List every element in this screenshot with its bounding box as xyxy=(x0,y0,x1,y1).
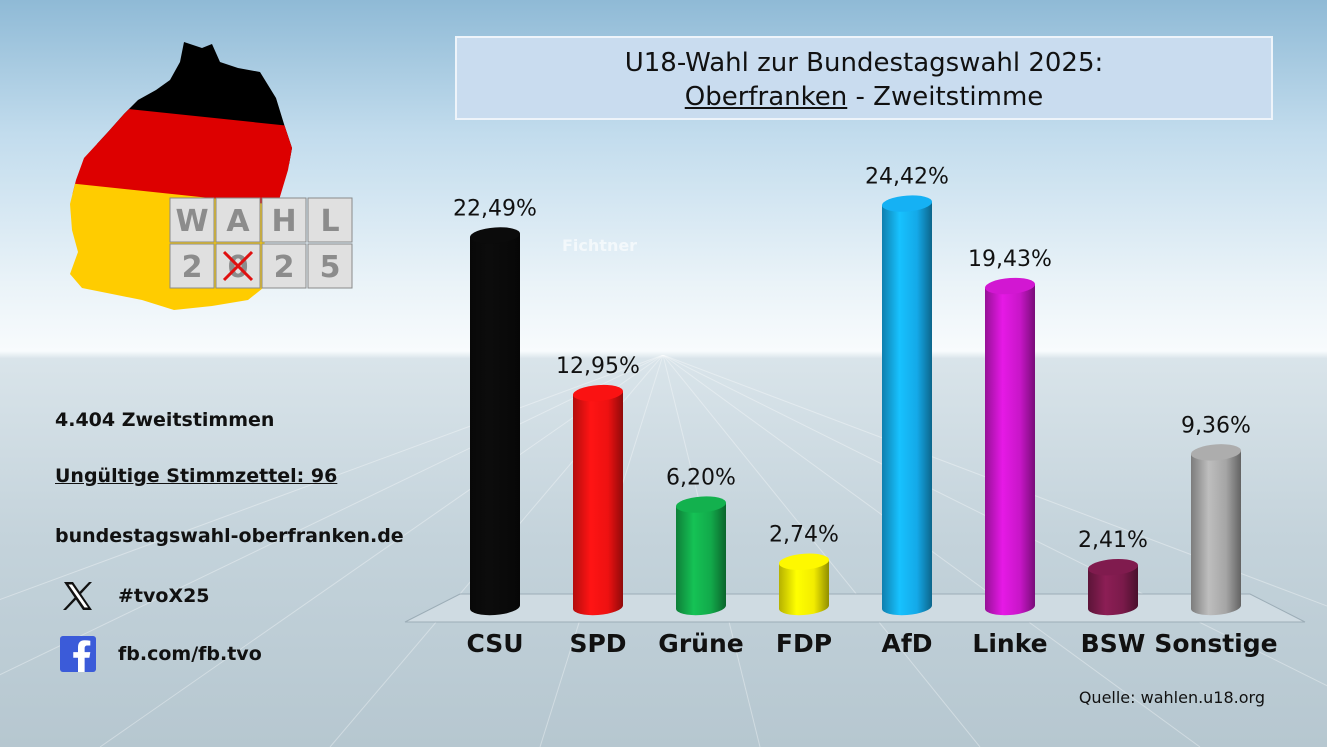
source-note: Quelle: wahlen.u18.org xyxy=(1078,688,1265,707)
logo-letter-l: L xyxy=(320,204,339,239)
category-label-csu: CSU xyxy=(466,629,523,658)
wahl-2025-logo: W A H L 2 0 2 5 xyxy=(70,42,353,310)
bar-sonstige xyxy=(1191,444,1241,616)
logo-digit-2a: 2 xyxy=(182,250,203,285)
value-label-bsw: 2,41% xyxy=(1078,528,1148,553)
value-label-linke: 19,43% xyxy=(968,247,1052,272)
value-label-spd: 12,95% xyxy=(556,354,640,379)
bar-csu xyxy=(470,227,520,616)
value-label-csu: 22,49% xyxy=(453,196,537,221)
bar-top-spd xyxy=(573,384,623,402)
x-handle-row[interactable]: #tvoX25 xyxy=(60,578,210,614)
logo-digit-2b: 2 xyxy=(274,250,295,285)
category-label-spd: SPD xyxy=(569,629,626,658)
chart-title-region: Oberfranken xyxy=(684,82,848,112)
x-icon xyxy=(60,578,96,614)
value-label-sonstige: 9,36% xyxy=(1181,413,1251,438)
total-votes: 4.404 Zweitstimmen xyxy=(55,409,275,431)
bar-linke xyxy=(985,277,1035,616)
floor-perspective-lines xyxy=(0,355,1327,747)
facebook-icon xyxy=(60,636,96,672)
invalid-ballots: Ungültige Stimmzettel: 96 xyxy=(55,465,338,487)
category-label-afd: AfD xyxy=(882,629,933,658)
bar-grüne xyxy=(676,496,726,616)
value-label-fdp: 2,74% xyxy=(769,523,839,548)
bar-top-afd xyxy=(882,195,932,212)
bar-afd xyxy=(882,195,932,616)
value-labels-group: 22,49% 12,95% 6,20% 2,74% 24,42% 19,43% 2,41% 9… xyxy=(453,165,1251,554)
category-label-linke: Linke xyxy=(972,629,1047,658)
website-link[interactable]: bundestagswahl-oberfranken.de xyxy=(55,525,404,547)
chart-title-line1: U18-Wahl zur Bundestagswahl 2025: xyxy=(624,48,1104,78)
logo-digit-5: 5 xyxy=(320,250,341,285)
facebook-row[interactable]: fb.com/fb.tvo xyxy=(60,636,262,672)
category-label-sonstige: Sonstige xyxy=(1154,629,1277,658)
bar-top-sonstige xyxy=(1191,444,1241,461)
chart-title-subtitle: - Zweitstimme xyxy=(847,82,1044,112)
bar-fdp xyxy=(779,553,829,616)
bar-top-linke xyxy=(985,277,1035,295)
watermark: Fichtner xyxy=(562,236,638,255)
chart-title-box: U18-Wahl zur Bundestagswahl 2025: Oberfr… xyxy=(455,36,1273,120)
category-label-bsw: BSW xyxy=(1081,629,1146,658)
value-label-grüne: 6,20% xyxy=(666,466,736,491)
x-handle: #tvoX25 xyxy=(118,585,210,607)
bar-top-grüne xyxy=(676,496,726,513)
logo-letter-h: H xyxy=(271,204,296,239)
logo-letter-w: W xyxy=(175,204,208,239)
category-label-grüne: Grüne xyxy=(658,629,743,658)
bar-bsw xyxy=(1088,558,1138,616)
bars-group xyxy=(470,195,1241,616)
category-label-fdp: FDP xyxy=(776,629,832,658)
chart-floor xyxy=(404,593,1306,623)
bar-top-csu xyxy=(470,227,520,244)
bar-top-bsw xyxy=(1088,558,1138,576)
value-label-afd: 24,42% xyxy=(865,165,949,190)
logo-letter-a: A xyxy=(226,204,250,239)
bar-spd xyxy=(573,384,623,616)
category-labels-group: CSU SPD Grüne FDP AfD Linke BSW Sonstige xyxy=(466,629,1277,658)
facebook-handle: fb.com/fb.tvo xyxy=(118,643,262,665)
chart-title-line2: Oberfranken - Zweitstimme xyxy=(457,80,1271,114)
bar-top-fdp xyxy=(779,553,829,570)
